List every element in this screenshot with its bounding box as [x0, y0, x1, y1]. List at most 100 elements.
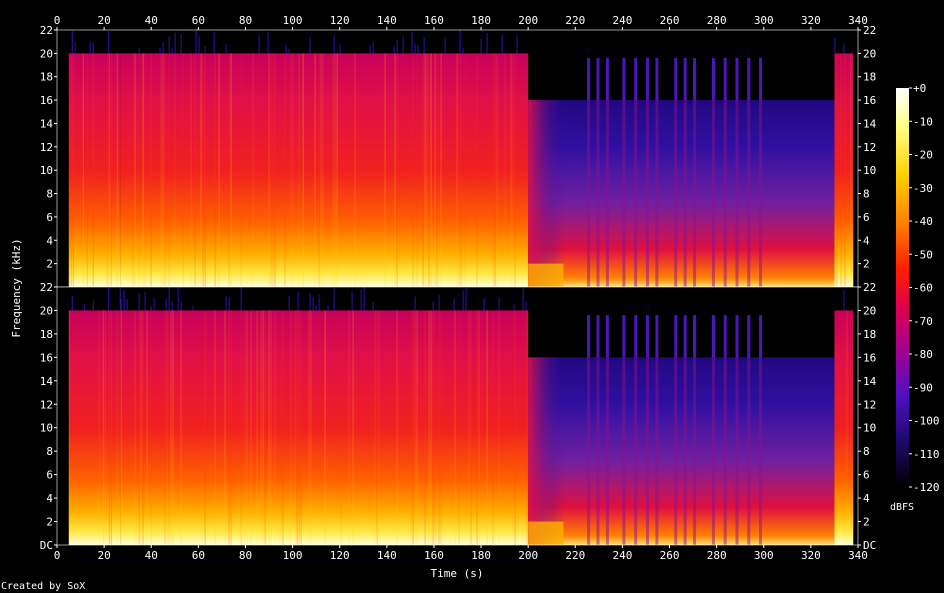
texture-streak: [412, 53, 414, 288]
burst-band: [693, 357, 697, 545]
y-tick-label: 22: [863, 281, 876, 294]
texture-streak: [166, 310, 168, 545]
x-tick-label: 320: [801, 14, 821, 27]
texture-streak: [132, 53, 134, 288]
texture-streak: [352, 310, 354, 545]
burst-band: [747, 58, 751, 101]
texture-streak: [250, 310, 252, 545]
x-tick-label: 40: [145, 549, 158, 562]
hf-spike: [213, 32, 215, 54]
hf-spike: [312, 297, 314, 311]
hf-spike: [123, 289, 125, 311]
texture-streak: [68, 310, 70, 545]
y-tick-label: 6: [46, 469, 53, 482]
burst-band: [596, 100, 600, 287]
hf-spike: [168, 36, 170, 54]
texture-streak: [434, 53, 436, 288]
burst-band: [683, 100, 687, 287]
texture-streak: [280, 310, 282, 545]
texture-streak: [308, 310, 310, 545]
texture-streak: [268, 310, 270, 545]
texture-streak: [218, 53, 220, 288]
texture-streak: [102, 310, 104, 545]
texture-streak: [378, 310, 380, 545]
y-tick-label: 20: [863, 304, 876, 317]
texture-streak: [290, 53, 292, 288]
texture-streak: [228, 53, 230, 288]
hf-spike: [285, 44, 287, 54]
burst-band: [645, 315, 649, 358]
texture-streak: [240, 53, 242, 288]
texture-streak: [320, 53, 322, 288]
hf-spike: [71, 31, 73, 54]
y-tick-label: 8: [46, 188, 53, 201]
burst-band: [723, 100, 727, 287]
x-tick-label: 140: [377, 14, 397, 27]
hf-spike: [204, 45, 206, 54]
colorbar-tick-label: -70: [913, 315, 933, 328]
x-tick-label: 280: [707, 549, 727, 562]
colorbar-tick-label: -90: [913, 381, 933, 394]
burst-band: [711, 58, 715, 101]
hf-spike: [315, 305, 317, 311]
burst-band: [723, 357, 727, 545]
x-tick-label: 140: [377, 549, 397, 562]
colorbar-tick-label: -40: [913, 215, 933, 228]
colorbar: +0 -10 -20 -30 -40 -50 -60 -70 -80 -90 -100 -110 -12…: [890, 82, 940, 513]
texture-streak: [190, 53, 192, 288]
texture-streak: [274, 310, 276, 545]
texture-streak: [514, 53, 516, 288]
burst-band: [587, 100, 591, 287]
x-tick-label: 280: [707, 14, 727, 27]
x-tick-label: 300: [754, 549, 774, 562]
hf-spike: [195, 29, 197, 54]
x-tick-label: 0: [54, 14, 61, 27]
hf-spike: [318, 295, 320, 311]
texture-streak: [150, 310, 152, 545]
hf-spike: [516, 35, 518, 54]
x-tick-label: 340: [848, 549, 868, 562]
burst-band: [683, 315, 687, 358]
burst-band: [747, 315, 751, 358]
texture-streak: [496, 53, 498, 288]
texture-streak: [332, 53, 334, 288]
burst-band: [622, 58, 626, 101]
burst-band: [634, 100, 638, 287]
channel-panel-1: [56, 29, 859, 288]
hf-spike: [513, 304, 515, 311]
hf-spike: [351, 291, 353, 311]
texture-streak: [468, 310, 470, 545]
texture-streak: [284, 53, 286, 288]
hf-spike: [288, 295, 290, 311]
hf-spike: [333, 288, 335, 311]
texture-streak: [430, 53, 432, 288]
burst-band: [587, 58, 591, 101]
hf-spike: [89, 41, 91, 54]
texture-streak: [410, 310, 412, 545]
burst-band: [596, 315, 600, 358]
texture-streak: [134, 53, 136, 288]
texture-streak: [144, 53, 146, 288]
y-tick-label: 16: [40, 94, 53, 107]
spectrogram-panels: [56, 29, 859, 546]
hf-spike: [180, 301, 182, 311]
x-tick-label: 320: [801, 549, 821, 562]
texture-streak: [434, 310, 436, 545]
texture-streak: [104, 310, 106, 545]
texture-streak: [116, 310, 118, 545]
texture-streak: [302, 53, 304, 288]
channel-panel-2: [56, 286, 859, 546]
texture-streak: [270, 310, 272, 545]
texture-streak: [224, 310, 226, 545]
texture-streak: [428, 53, 430, 288]
texture-streak: [476, 310, 478, 545]
y-tick-label: 4: [863, 492, 870, 505]
colorbar-label: dBFS: [890, 502, 914, 513]
x-tick-label: 80: [239, 549, 252, 562]
texture-streak: [68, 53, 70, 288]
texture-streak: [142, 310, 144, 545]
texture-streak: [440, 53, 442, 288]
texture-streak: [140, 310, 142, 545]
burst-band: [674, 357, 678, 545]
